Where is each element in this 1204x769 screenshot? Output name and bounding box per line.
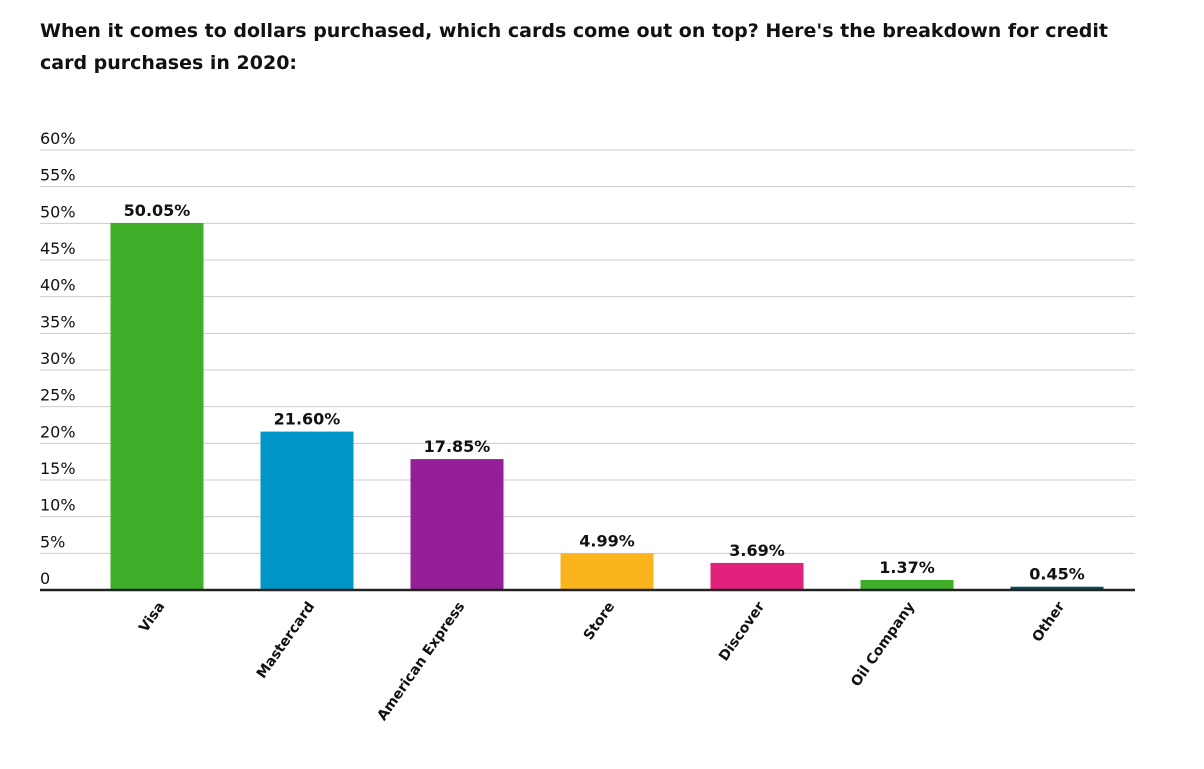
- y-tick-label: 15%: [40, 459, 76, 478]
- y-tick-label: 45%: [40, 239, 76, 258]
- bar: [410, 459, 504, 590]
- category-label: Oil Company: [848, 599, 918, 690]
- y-tick-label: 60%: [40, 129, 76, 148]
- category-label: Mastercard: [254, 599, 318, 681]
- data-label: 3.69%: [729, 541, 785, 560]
- y-tick-label: 50%: [40, 202, 76, 221]
- y-axis-ticks: 0 5% 10% 15% 20% 25% 30% 35% 40% 45% 50% 55% 60%: [40, 129, 76, 588]
- category-labels: Visa Mastercard American Express Store Disco…: [136, 599, 1068, 724]
- data-label: 4.99%: [579, 531, 635, 550]
- data-label: 21.60%: [274, 410, 341, 429]
- bar: [110, 222, 204, 590]
- data-labels: 50.05% 21.60% 17.85% 4.99% 3.69% 1.37% 0.45%: [124, 201, 1085, 584]
- category-label: Discover: [716, 599, 768, 664]
- y-tick-label: 20%: [40, 422, 76, 441]
- y-tick-label: 30%: [40, 349, 76, 368]
- y-tick-label: 25%: [40, 386, 76, 405]
- y-tick-label: 5%: [40, 532, 65, 551]
- y-tick-label: 40%: [40, 276, 76, 295]
- data-label: 0.45%: [1029, 565, 1085, 584]
- data-label: 50.05%: [124, 201, 191, 220]
- data-label: 17.85%: [424, 437, 491, 456]
- data-label: 1.37%: [879, 558, 935, 577]
- gridlines: [40, 149, 1135, 554]
- category-label: Store: [581, 599, 619, 643]
- y-tick-label: 55%: [40, 166, 76, 185]
- bar: [1010, 586, 1104, 590]
- bar: [260, 431, 354, 590]
- bar: [860, 579, 954, 590]
- y-tick-label: 10%: [40, 496, 76, 515]
- y-tick-label: 0: [40, 569, 50, 588]
- bars: [110, 222, 1104, 590]
- bar: [710, 562, 804, 590]
- bar: [560, 553, 654, 590]
- chart-title: When it comes to dollars purchased, whic…: [40, 20, 1108, 74]
- category-label: Other: [1029, 599, 1068, 645]
- category-label: American Express: [374, 599, 468, 724]
- category-label: Visa: [136, 599, 168, 635]
- y-tick-label: 35%: [40, 312, 76, 331]
